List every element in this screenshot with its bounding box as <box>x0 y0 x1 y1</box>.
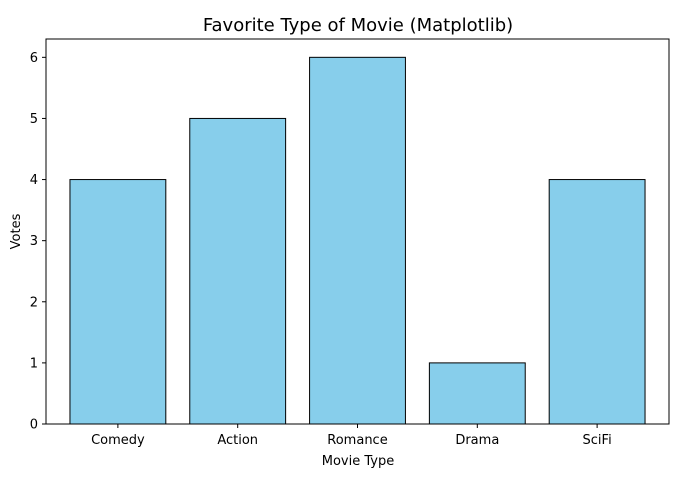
y-tick-label: 2 <box>30 295 38 310</box>
y-tick-label: 3 <box>30 234 38 249</box>
x-tick-label: Romance <box>327 433 387 448</box>
y-tick-label: 0 <box>30 418 38 433</box>
bar-comedy <box>69 179 167 425</box>
y-tick-label: 1 <box>30 356 38 371</box>
x-axis: Comedy Action Romance Drama SciFi <box>91 424 612 448</box>
bar-action <box>189 117 287 425</box>
x-tick-label: Action <box>217 433 258 448</box>
bar-romance <box>309 56 406 425</box>
x-tick-label: Comedy <box>91 433 145 448</box>
bar-scifi <box>548 179 646 425</box>
x-axis-label: Movie Type <box>322 454 394 469</box>
y-tick-label: 5 <box>30 112 38 127</box>
x-tick-label: SciFi <box>583 433 612 448</box>
y-axis-label: Votes <box>9 213 24 249</box>
bar-drama <box>428 362 526 425</box>
chart-title: Favorite Type of Movie (Matplotlib) <box>203 15 513 36</box>
bars-group <box>69 56 646 425</box>
x-tick-label: Drama <box>455 433 499 448</box>
y-axis: 0 1 2 3 4 5 6 <box>30 51 46 433</box>
y-tick-label: 4 <box>30 173 38 188</box>
y-tick-label: 6 <box>30 51 38 66</box>
